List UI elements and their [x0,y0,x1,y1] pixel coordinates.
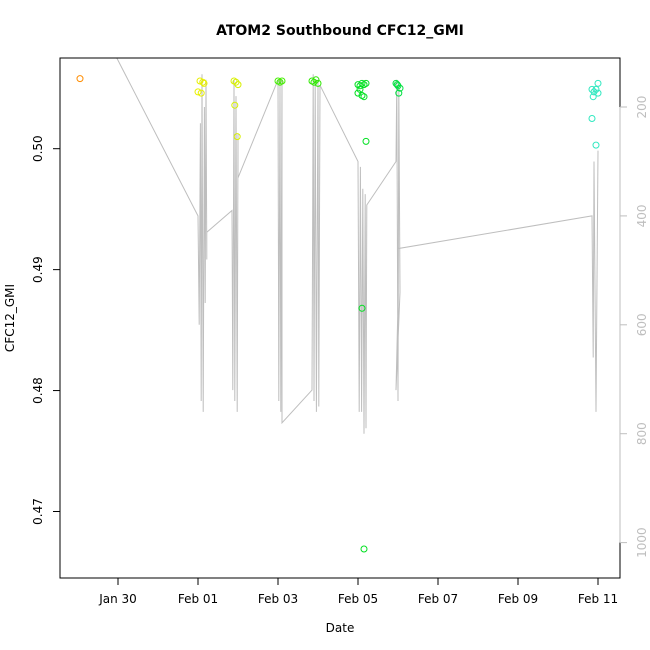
x-tick-label: Feb 01 [178,592,218,606]
right-tick-label: 1000 [635,527,649,558]
y-axis: 0.47 0.48 0.49 0.50 [31,135,61,525]
x-axis-label: Date [326,621,355,635]
data-point [592,85,600,93]
y-tick-label: 0.48 [31,377,45,404]
right-tick-label: 800 [635,422,649,445]
right-tick-label: 400 [635,204,649,227]
altitude-track-line [116,57,599,434]
x-tick-label: Jan 30 [98,592,137,606]
data-point [197,89,205,97]
data-point [589,93,597,101]
data-point [76,75,84,83]
data-point [594,89,602,97]
data-point [362,137,370,145]
y-tick-label: 0.49 [31,256,45,283]
x-tick-label: Feb 03 [258,592,298,606]
right-tick-label: 600 [635,313,649,336]
data-point [278,77,286,85]
y-tick-label: 0.47 [31,498,45,525]
data-point [200,79,208,87]
right-axis: 200 400 600 800 1000 [619,96,649,558]
data-point [358,304,366,312]
data-point [360,93,368,101]
data-point [231,101,239,109]
x-tick-label: Feb 11 [578,592,618,606]
data-point [588,115,596,122]
data-point [360,545,368,553]
x-tick-label: Feb 09 [498,592,538,606]
data-point [234,81,242,89]
y-axis-label: CFC12_GMI [3,284,17,352]
data-point [592,141,600,149]
data-point [312,76,320,84]
data-point [393,81,401,89]
data-points-layer [76,75,602,553]
data-point [356,85,364,93]
data-point [362,79,370,87]
y-tick-label: 0.50 [31,135,45,162]
right-tick-label: 200 [635,96,649,119]
x-tick-label: Feb 07 [418,592,458,606]
data-point [314,79,322,87]
x-tick-label: Feb 05 [338,592,378,606]
data-point [395,89,403,97]
data-point [594,79,602,87]
data-point [233,133,241,141]
altitude-track-layer [116,57,599,434]
chart-title: ATOM2 Southbound CFC12_GMI [216,23,464,39]
x-axis: Jan 30 Feb 01 Feb 03 Feb 05 Feb 07 Feb 09 Feb … [98,577,618,606]
data-point [199,78,207,86]
data-point [194,88,202,96]
data-point [354,89,362,97]
